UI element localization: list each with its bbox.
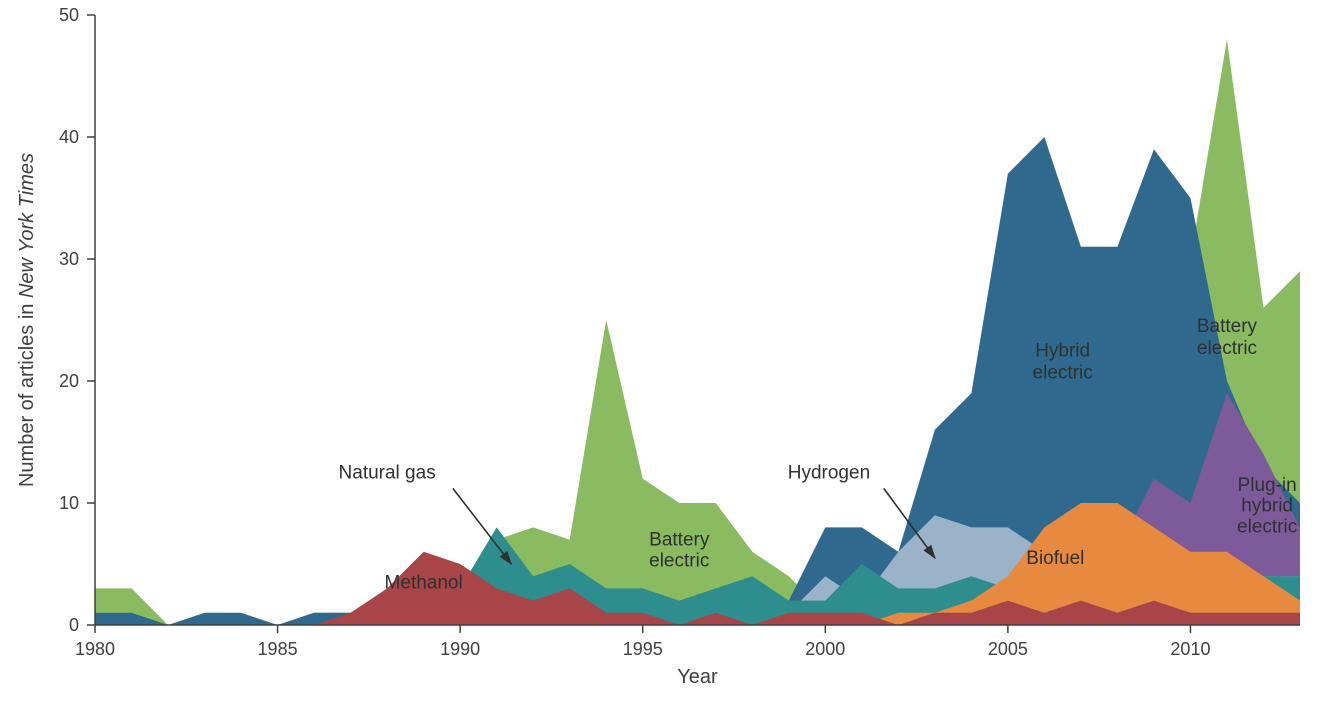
series-annotation: Battery xyxy=(1197,316,1258,337)
y-tick-label: 40 xyxy=(59,127,79,147)
series-annotation: Plug-in xyxy=(1238,475,1297,496)
series-annotation: electric xyxy=(649,550,709,571)
series-annotation: hybrid xyxy=(1241,496,1293,517)
y-tick-label: 0 xyxy=(69,615,79,635)
series-annotation: electric xyxy=(1237,516,1297,537)
x-tick-label: 2005 xyxy=(988,639,1028,659)
x-tick-label: 1990 xyxy=(440,639,480,659)
series-annotation: Biofuel xyxy=(1026,548,1084,569)
x-tick-label: 2010 xyxy=(1170,639,1210,659)
series-annotation: Methanol xyxy=(385,572,463,593)
series-annotation: Hydrogen xyxy=(788,463,870,484)
nyt-articles-area-chart: 1980 1985 1990 1995 2000 2005 2010 0 10 20 30 40 50 Y… xyxy=(0,0,1320,716)
y-tick-label: 10 xyxy=(59,493,79,513)
x-axis-label: Year xyxy=(677,666,718,688)
series-annotation: electric xyxy=(1033,363,1093,384)
x-tick-label: 2000 xyxy=(805,639,845,659)
y-tick-label: 30 xyxy=(59,249,79,269)
x-tick-label: 1985 xyxy=(258,639,298,659)
series-annotation: electric xyxy=(1197,338,1257,359)
series-annotation: Hybrid xyxy=(1035,341,1090,362)
x-tick-label: 1995 xyxy=(623,639,663,659)
x-tick-label: 1980 xyxy=(75,639,115,659)
y-tick-label: 20 xyxy=(59,371,79,391)
series-annotation: Natural gas xyxy=(339,463,436,484)
y-axis-label: Number of articles in New York Times xyxy=(16,153,38,487)
series-annotation: Battery xyxy=(649,530,710,551)
y-tick-label: 50 xyxy=(59,5,79,25)
